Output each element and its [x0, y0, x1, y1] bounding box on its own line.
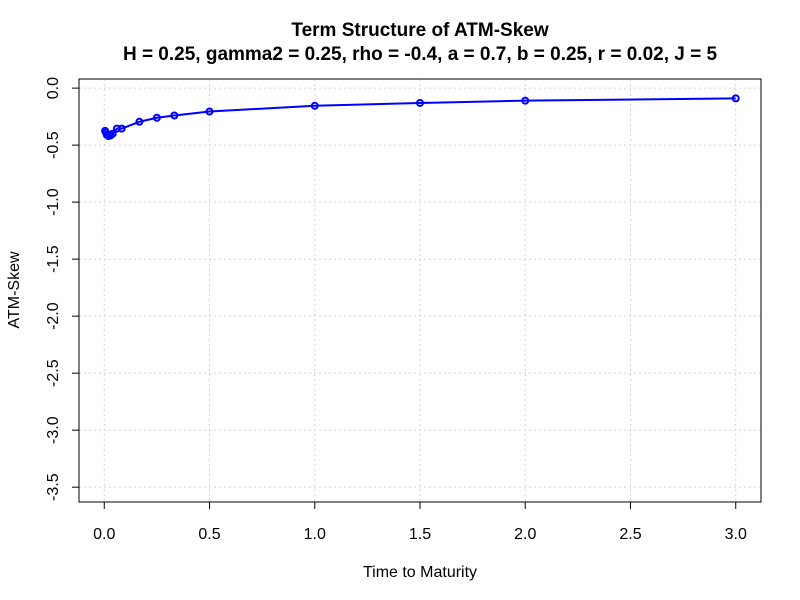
y-tick-label: -3.0 — [45, 416, 62, 444]
y-tick-label: -1.5 — [45, 245, 62, 273]
data-point — [152, 113, 161, 122]
x-tick-label: 2.5 — [619, 526, 641, 543]
x-axis: 0.0 0.5 1.0 1.5 2.0 2.5 3.0 — [93, 501, 747, 543]
x-axis-label: Time to Maturity — [363, 564, 477, 581]
y-tick-label: -2.0 — [45, 302, 62, 330]
x-tick-label: 0.5 — [198, 526, 220, 543]
y-tick-label: -3.5 — [45, 473, 62, 501]
data-point — [112, 124, 121, 133]
data-point — [117, 124, 126, 133]
series-layer — [101, 94, 740, 141]
y-axis-label: ATM-Skew — [6, 251, 23, 328]
data-point — [108, 129, 117, 138]
x-tick-label: 1.5 — [409, 526, 431, 543]
data-point — [310, 101, 319, 110]
data-point — [731, 94, 740, 103]
data-point — [521, 96, 530, 105]
x-tick-label: 2.0 — [514, 526, 536, 543]
x-tick-label: 1.0 — [304, 526, 326, 543]
data-point — [205, 107, 214, 116]
x-tick-label: 0.0 — [93, 526, 115, 543]
x-tick-label: 3.0 — [725, 526, 747, 543]
chart-title: Term Structure of ATM-Skew — [291, 20, 548, 41]
grid — [79, 79, 761, 502]
y-tick-label: -2.5 — [45, 359, 62, 387]
data-point — [170, 111, 179, 120]
data-point — [416, 98, 424, 107]
y-tick-label: 0.0 — [45, 77, 62, 99]
y-tick-label: -0.5 — [45, 131, 62, 159]
data-point — [135, 117, 144, 126]
chart-subtitle: H = 0.25, gamma2 = 0.25, rho = -0.4, a =… — [123, 44, 718, 65]
y-tick-label: -1.0 — [45, 188, 62, 216]
y-axis: 0.0 -0.5 -1.0 -1.5 -2.0 -2.5 -3.0 -3.5 — [45, 77, 80, 501]
